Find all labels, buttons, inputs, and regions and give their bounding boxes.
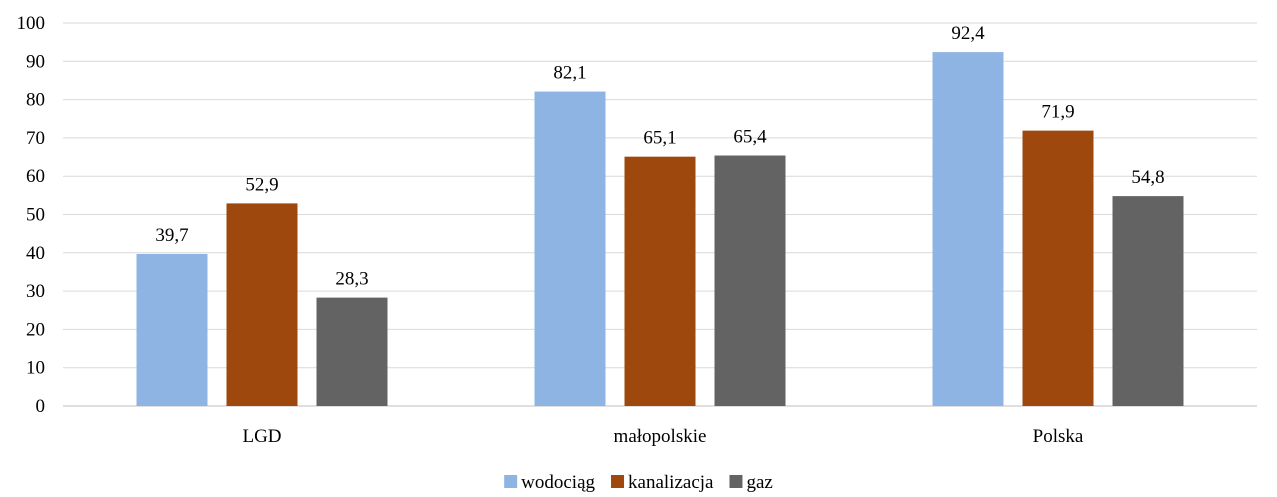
legend: wodociąg kanalizacja gaz (504, 472, 773, 493)
bars (137, 52, 1184, 406)
data-label: 65,1 (643, 128, 676, 149)
legend-label: gaz (746, 472, 772, 493)
y-tick-label: 70 (26, 128, 45, 149)
y-tick-label: 10 (26, 358, 45, 379)
y-tick-label: 80 (26, 90, 45, 111)
data-label: 92,4 (951, 23, 985, 44)
y-tick-label: 30 (26, 281, 45, 302)
y-tick-label: 40 (26, 243, 45, 264)
legend-swatch (504, 475, 517, 488)
y-tick-label: 0 (36, 396, 46, 417)
bar-małopolskie-0 (535, 92, 606, 406)
x-category-label: LGD (242, 426, 281, 447)
y-tick-label: 90 (26, 51, 45, 72)
y-tick-label: 50 (26, 205, 45, 226)
legend-swatch (729, 475, 742, 488)
data-label: 82,1 (553, 63, 586, 84)
y-tick-label: 60 (26, 166, 45, 187)
data-label: 52,9 (245, 174, 278, 195)
y-tick-label: 20 (26, 319, 45, 340)
legend-swatch (611, 475, 624, 488)
bar-polska-0 (933, 52, 1004, 406)
x-axis-categories: LGD małopolskie Polska (242, 426, 1083, 447)
bar-lgd-0 (137, 254, 208, 406)
bar-małopolskie-1 (625, 157, 696, 406)
bar-lgd-1 (227, 203, 298, 406)
legend-label: kanalizacja (628, 472, 714, 493)
bar-polska-2 (1113, 196, 1184, 406)
y-axis-ticks: 0 10 20 30 40 50 60 70 80 90 100 (17, 13, 46, 417)
data-label: 28,3 (335, 269, 368, 290)
data-label: 39,7 (155, 225, 188, 246)
bar-lgd-2 (317, 298, 388, 406)
legend-label: wodociąg (521, 472, 595, 493)
data-label: 71,9 (1041, 102, 1074, 123)
data-label: 54,8 (1131, 167, 1164, 188)
bar-polska-1 (1023, 131, 1094, 406)
data-label: 65,4 (733, 127, 767, 148)
x-category-label: małopolskie (614, 426, 707, 447)
bar-małopolskie-2 (715, 156, 786, 406)
x-category-label: Polska (1033, 426, 1084, 447)
y-tick-label: 100 (17, 13, 46, 34)
